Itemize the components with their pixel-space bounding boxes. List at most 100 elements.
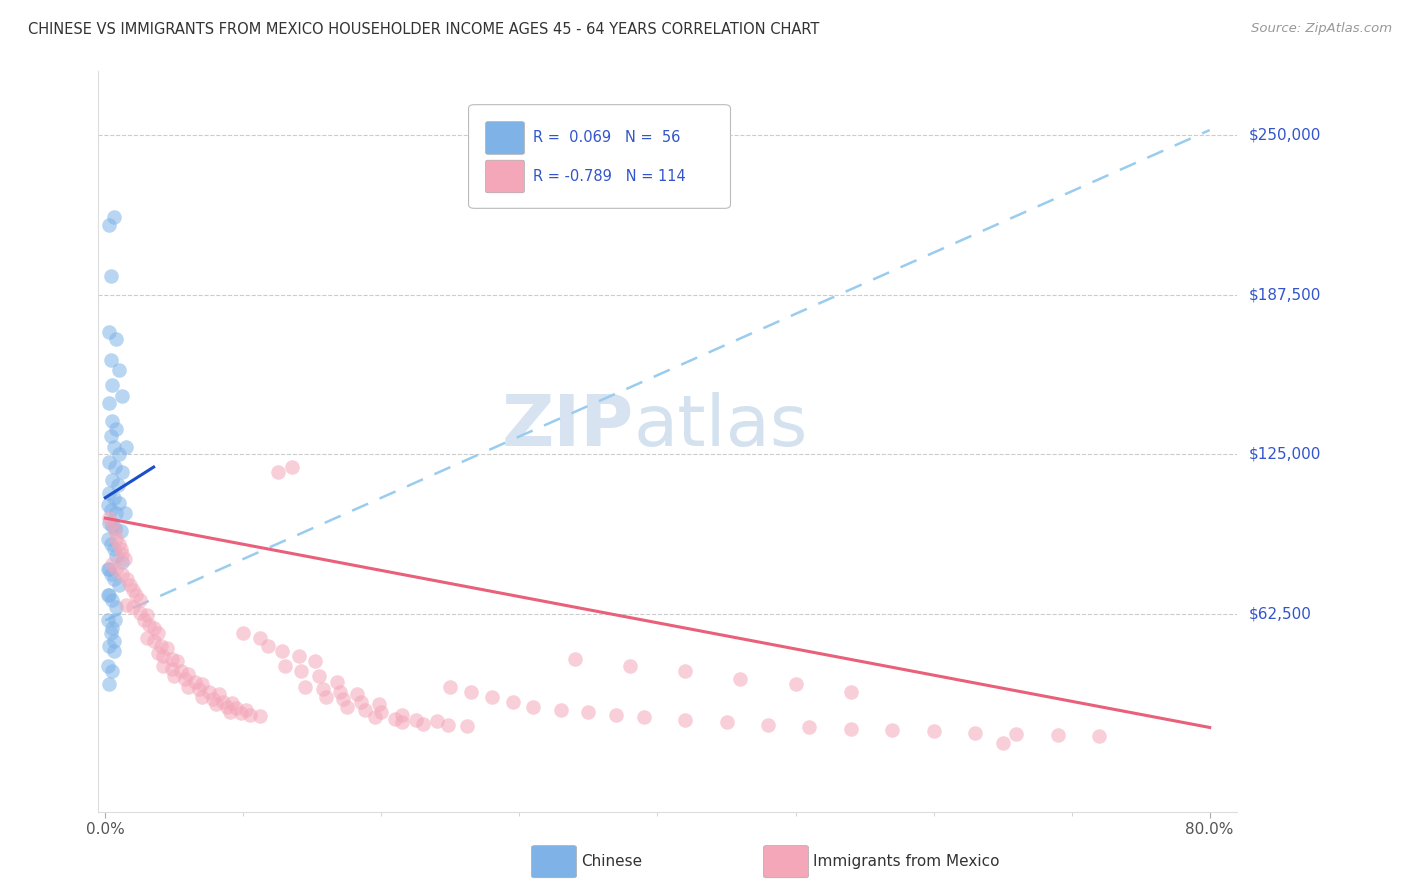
Point (98, 218, 121, 232)
Point (332, 692, 354, 706)
Point (177, 680, 200, 694)
Point (98, 396, 121, 410)
Point (156, 641, 179, 656)
Point (191, 677, 214, 691)
Point (346, 687, 368, 701)
Point (122, 600, 145, 615)
Point (235, 703, 257, 717)
Point (103, 491, 125, 505)
Point (97, 613, 120, 627)
Point (412, 716, 434, 731)
Point (132, 613, 155, 627)
Point (184, 674, 207, 689)
Point (367, 698, 389, 712)
Text: $62,500: $62,500 (1249, 607, 1312, 622)
Point (101, 665, 124, 679)
Point (799, 721, 821, 735)
Point (290, 665, 312, 679)
Point (108, 363, 131, 377)
Point (100, 429, 122, 443)
FancyBboxPatch shape (468, 104, 731, 209)
Point (170, 665, 193, 679)
Point (97, 562, 120, 576)
Text: atlas: atlas (634, 392, 808, 461)
Point (107, 478, 129, 492)
Point (152, 659, 174, 673)
Point (353, 703, 375, 717)
Point (257, 639, 280, 653)
Point (104, 524, 127, 538)
Point (730, 672, 752, 686)
Point (103, 541, 125, 556)
Point (922, 724, 945, 739)
Point (391, 707, 413, 722)
Point (308, 669, 330, 683)
Point (101, 557, 124, 571)
Point (287, 648, 309, 663)
Point (991, 736, 1014, 750)
Point (115, 598, 138, 612)
Point (439, 680, 461, 694)
Point (785, 677, 807, 691)
Point (111, 388, 134, 402)
Point (105, 422, 128, 436)
Point (204, 698, 226, 712)
Point (756, 718, 779, 732)
Point (97, 588, 120, 602)
Text: ZIP: ZIP (502, 392, 634, 461)
Point (110, 541, 132, 556)
Point (218, 705, 240, 719)
Point (329, 684, 352, 698)
Point (146, 647, 169, 661)
Point (120, 577, 142, 591)
Point (97, 499, 120, 513)
Point (108, 496, 131, 510)
Point (221, 696, 243, 710)
Text: $125,000: $125,000 (1249, 447, 1320, 462)
Point (152, 648, 174, 663)
Point (100, 503, 122, 517)
Point (160, 662, 183, 676)
Point (673, 713, 696, 727)
Point (105, 549, 128, 564)
Point (142, 621, 165, 635)
Point (100, 536, 122, 550)
Point (101, 518, 124, 533)
Point (391, 715, 413, 730)
Point (142, 633, 165, 648)
Point (215, 700, 238, 714)
Point (98, 562, 121, 576)
Point (174, 672, 197, 686)
Point (481, 690, 503, 704)
Point (149, 639, 172, 653)
Point (370, 705, 392, 719)
Point (98, 511, 121, 525)
Point (1005, 727, 1028, 741)
Point (201, 692, 224, 706)
Point (98, 677, 121, 691)
Point (336, 700, 359, 714)
Point (101, 592, 124, 607)
Point (101, 473, 124, 487)
Point (97, 532, 120, 546)
Text: R = -0.789   N = 114: R = -0.789 N = 114 (533, 169, 686, 184)
Point (97, 659, 120, 673)
Point (550, 703, 572, 717)
Point (963, 725, 986, 739)
Point (111, 555, 134, 569)
Point (98, 639, 121, 653)
Point (839, 722, 862, 736)
Point (100, 352, 122, 367)
Point (125, 588, 148, 602)
Point (111, 465, 134, 479)
Point (232, 626, 254, 640)
Point (249, 709, 271, 723)
Point (198, 684, 221, 698)
Point (110, 524, 132, 538)
Point (673, 665, 696, 679)
Text: $187,500: $187,500 (1249, 287, 1320, 302)
Point (177, 666, 200, 681)
Point (1088, 730, 1111, 744)
Point (633, 710, 655, 724)
Point (166, 654, 188, 668)
